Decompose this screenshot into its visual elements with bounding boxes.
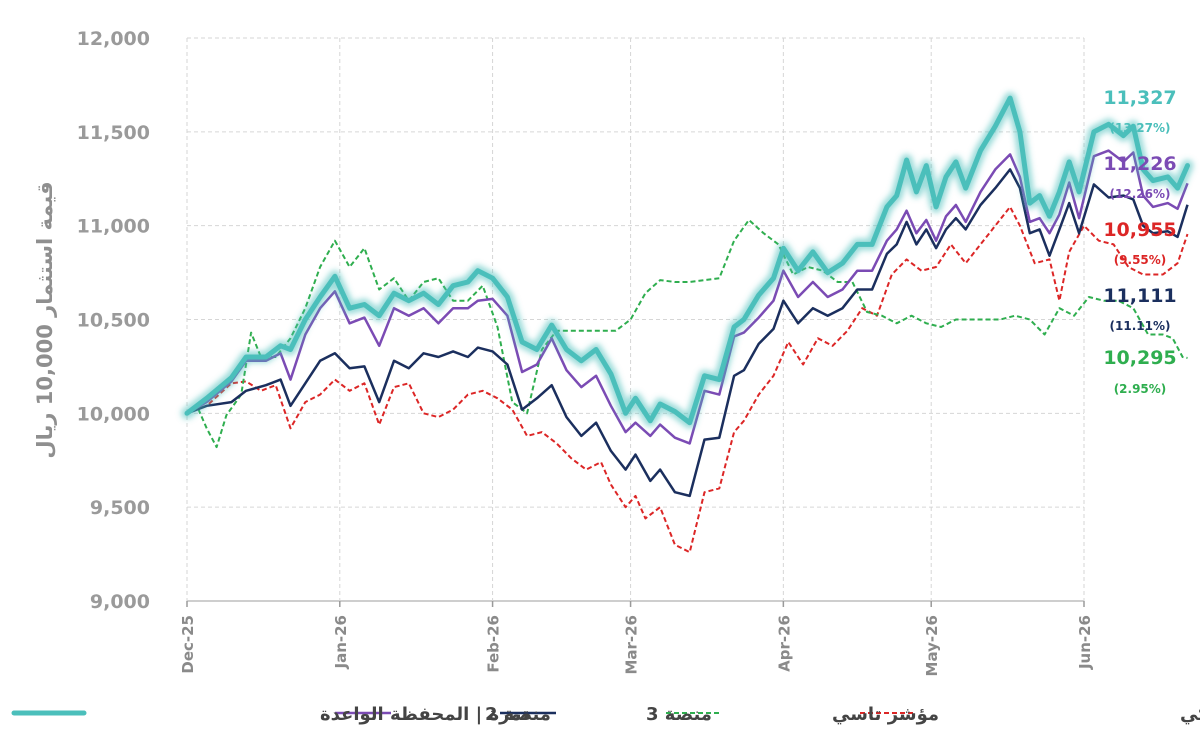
series-lines [181, 92, 1194, 554]
x-tick-label: Jan-26 [332, 615, 350, 669]
legend: مؤشر السوق الأمريكي مؤشر تاسي منصة 3 منصة 2… [11, 703, 1200, 725]
legend-label: مؤشر تاسي [832, 704, 939, 725]
series-line [186, 149, 1189, 445]
legend-label: تمرة | المحفظة الواعدة [320, 704, 529, 725]
series-glow [181, 92, 1194, 429]
end-pct: (12.26%) [1110, 187, 1171, 201]
y-tick-label: 9,500 [90, 497, 150, 519]
end-pct: (9.55%) [1114, 253, 1167, 267]
x-tick-label: Dec-25 [179, 615, 197, 674]
y-tick-label: 11,500 [77, 122, 150, 144]
x-tick-label: Apr-26 [775, 615, 793, 672]
y-axis-ticks: 9,000 9,500 10,000 10,500 11,000 11,500 12,000 [77, 28, 150, 613]
legend-label: مؤشر السوق الأمريكي [1180, 703, 1200, 725]
y-tick-label: 9,000 [90, 591, 150, 613]
end-value: 10,295 [1103, 347, 1176, 369]
series-line [184, 95, 1190, 426]
end-value-labels: 11,327 (13.27%) 11,226 (12.26%) 10,955 (9.55%… [1103, 87, 1176, 396]
end-value: 10,955 [1103, 219, 1176, 241]
series-line [186, 219, 1188, 449]
end-pct: (11.11%) [1110, 319, 1171, 333]
x-tick-label: Jun-26 [1076, 615, 1094, 670]
series-line [186, 168, 1189, 498]
y-tick-label: 10,000 [77, 403, 150, 425]
x-tick-label: May-26 [923, 615, 941, 676]
y-tick-label: 10,500 [77, 310, 150, 332]
gridlines [186, 37, 1085, 607]
x-tick-label: Feb-26 [485, 615, 503, 673]
y-tick-label: 12,000 [77, 28, 150, 50]
legend-label: منصة 2 [485, 704, 551, 725]
y-axis-label: قيمة استثمار 10,000 ريال [33, 181, 57, 458]
y-tick-label: 11,000 [77, 216, 150, 238]
series-line [186, 205, 1189, 554]
end-value: 11,226 [1103, 153, 1176, 175]
end-value: 11,111 [1103, 285, 1176, 307]
end-pct: (2.95%) [1114, 382, 1167, 396]
x-axis-ticks: Dec-25 Jan-26 Feb-26 Mar-26 Apr-26 May-26 Jun-… [179, 615, 1094, 676]
legend-label: منصة 3 [646, 704, 712, 725]
end-pct: (13.27%) [1110, 121, 1171, 135]
x-tick-label: Mar-26 [623, 615, 641, 675]
end-value: 11,327 [1103, 87, 1176, 109]
